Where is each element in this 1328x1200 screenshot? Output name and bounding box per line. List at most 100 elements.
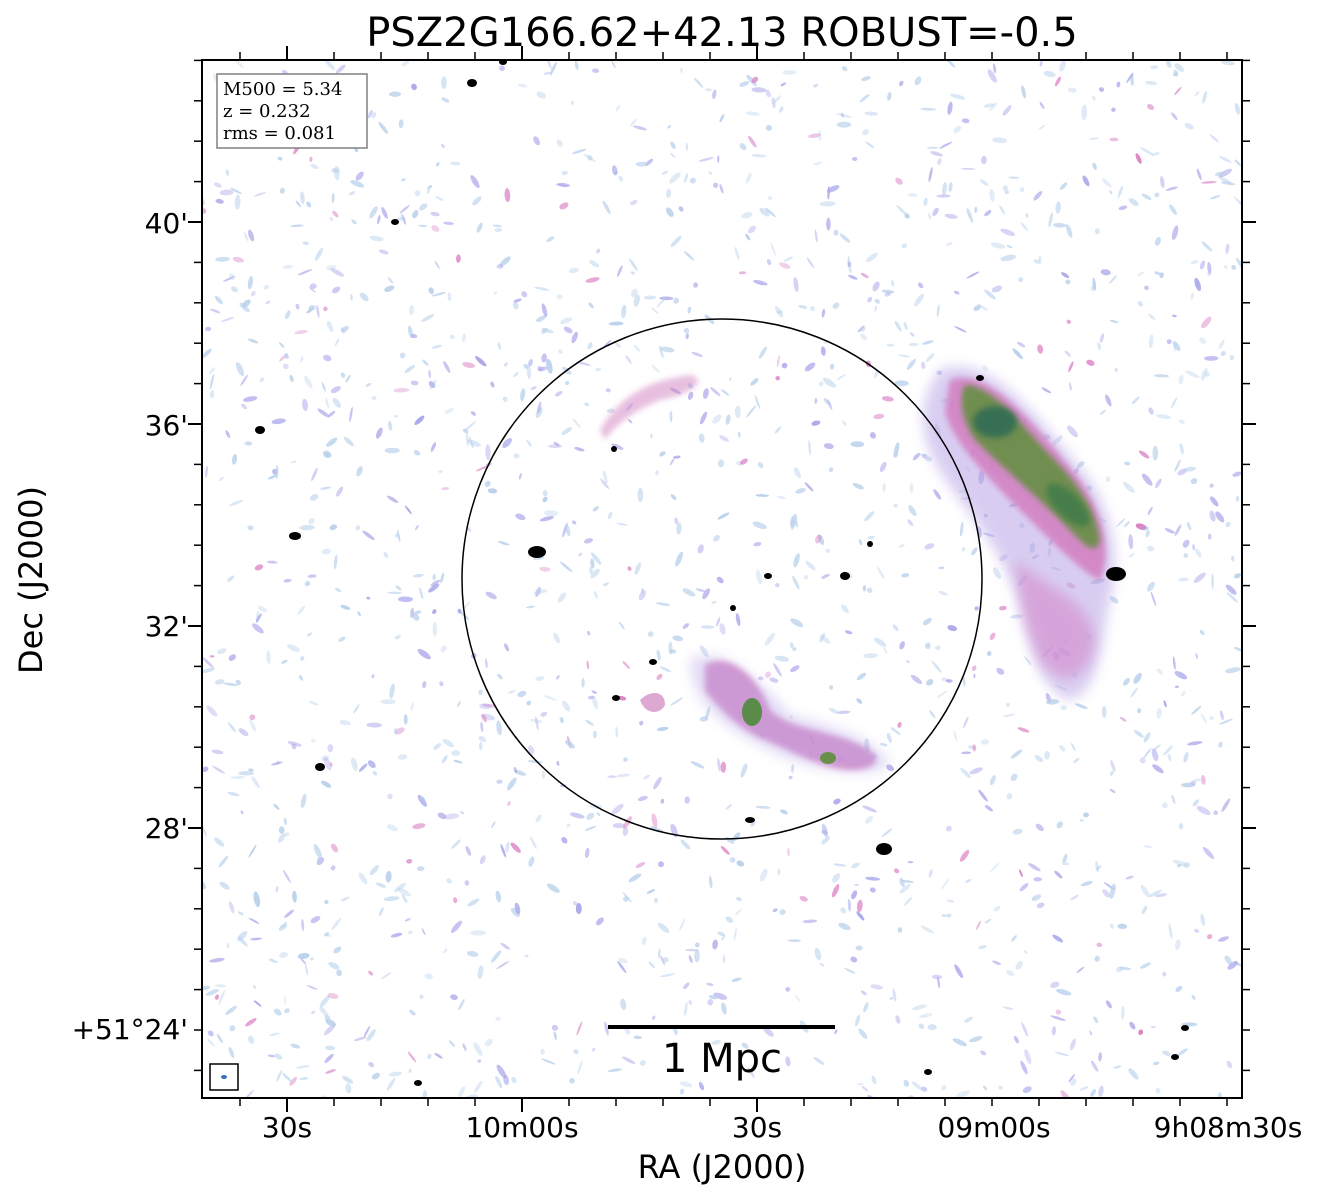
noise-speckle bbox=[720, 761, 727, 773]
noise-speckle bbox=[1154, 271, 1161, 275]
noise-speckle bbox=[1156, 668, 1163, 675]
noise-speckle bbox=[739, 458, 748, 465]
noise-speckle bbox=[841, 66, 848, 72]
noise-speckle bbox=[883, 646, 888, 655]
noise-speckle bbox=[1155, 414, 1172, 419]
noise-speckle bbox=[209, 655, 215, 658]
noise-speckle bbox=[1154, 192, 1160, 198]
noise-speckle bbox=[679, 1088, 685, 1095]
noise-speckle bbox=[350, 180, 365, 188]
noise-speckle bbox=[1119, 716, 1127, 722]
noise-speckle bbox=[1109, 319, 1119, 324]
noise-speckle bbox=[336, 969, 342, 977]
noise-speckle bbox=[850, 441, 865, 448]
noise-speckle bbox=[808, 440, 812, 456]
noise-speckle bbox=[1215, 511, 1225, 523]
noise-speckle bbox=[383, 552, 389, 558]
noise-speckle bbox=[228, 273, 235, 281]
noise-speckle bbox=[719, 435, 730, 442]
noise-speckle bbox=[453, 897, 458, 904]
noise-speckle bbox=[411, 83, 417, 91]
noise-speckle bbox=[834, 1029, 838, 1035]
noise-speckle bbox=[882, 483, 886, 493]
noise-speckle bbox=[1122, 481, 1135, 493]
noise-speckle bbox=[340, 325, 349, 333]
noise-speckle bbox=[378, 249, 389, 255]
noise-speckle bbox=[699, 716, 709, 722]
noise-speckle bbox=[1178, 419, 1185, 424]
noise-speckle bbox=[596, 248, 601, 254]
noise-speckle bbox=[712, 939, 718, 950]
noise-speckle bbox=[1192, 778, 1201, 782]
noise-speckle bbox=[214, 679, 225, 685]
noise-speckle bbox=[419, 587, 424, 600]
noise-speckle bbox=[973, 305, 981, 311]
noise-speckle bbox=[1055, 201, 1061, 214]
noise-speckle bbox=[670, 141, 676, 149]
noise-speckle bbox=[504, 188, 511, 203]
noise-speckle bbox=[485, 444, 491, 460]
noise-speckle bbox=[309, 493, 319, 501]
noise-speckle bbox=[540, 711, 548, 717]
noise-speckle bbox=[1010, 749, 1023, 759]
noise-speckle bbox=[772, 908, 778, 913]
noise-speckle bbox=[858, 1028, 868, 1040]
noise-speckle bbox=[900, 879, 914, 884]
noise-speckle bbox=[362, 530, 375, 541]
noise-speckle bbox=[708, 875, 713, 889]
noise-speckle bbox=[886, 343, 895, 347]
noise-speckle bbox=[273, 1008, 282, 1016]
noise-speckle bbox=[1234, 647, 1242, 652]
noise-speckle bbox=[1121, 1005, 1125, 1020]
noise-speckle bbox=[731, 977, 742, 982]
noise-speckle bbox=[1046, 699, 1059, 705]
y-tick-label: 40' bbox=[145, 207, 188, 240]
noise-speckle bbox=[366, 596, 371, 600]
noise-speckle bbox=[326, 437, 338, 447]
noise-speckle bbox=[470, 930, 487, 936]
noise-speckle bbox=[430, 579, 441, 587]
noise-speckle bbox=[1140, 147, 1154, 156]
noise-speckle bbox=[1140, 884, 1150, 898]
noise-speckle bbox=[602, 582, 610, 587]
noise-speckle bbox=[1018, 869, 1023, 878]
noise-speckle bbox=[1094, 955, 1100, 962]
scale-bar: 1 Mpc bbox=[608, 1025, 835, 1082]
noise-speckle bbox=[338, 636, 346, 642]
noise-speckle bbox=[1035, 823, 1044, 832]
noise-speckle bbox=[978, 944, 987, 950]
noise-speckle bbox=[1234, 103, 1240, 115]
noise-speckle bbox=[439, 681, 444, 687]
noise-speckle bbox=[418, 203, 428, 211]
noise-speckle bbox=[230, 775, 246, 780]
noise-speckle bbox=[227, 722, 237, 733]
noise-speckle bbox=[1225, 243, 1230, 254]
noise-speckle bbox=[408, 305, 415, 316]
noise-speckle bbox=[330, 865, 336, 871]
noise-speckle bbox=[856, 672, 867, 681]
noise-speckle bbox=[462, 1043, 467, 1051]
noise-speckle bbox=[1000, 254, 1016, 262]
noise-speckle bbox=[823, 341, 828, 345]
noise-speckle bbox=[627, 418, 633, 424]
noise-speckle bbox=[635, 161, 649, 167]
noise-speckle bbox=[684, 796, 690, 804]
noise-speckle bbox=[953, 290, 960, 295]
noise-speckle bbox=[869, 432, 877, 439]
noise-speckle bbox=[893, 442, 900, 457]
noise-speckle bbox=[378, 121, 389, 134]
noise-speckle bbox=[1068, 361, 1074, 373]
noise-speckle bbox=[813, 161, 823, 166]
noise-speckle bbox=[1006, 970, 1015, 976]
noise-speckle bbox=[1004, 190, 1010, 194]
noise-speckle bbox=[351, 757, 358, 772]
noise-speckle bbox=[386, 495, 399, 503]
noise-speckle bbox=[1207, 934, 1213, 940]
noise-speckle bbox=[865, 876, 881, 881]
noise-speckle bbox=[1114, 367, 1118, 372]
noise-speckle bbox=[1207, 533, 1212, 540]
x-tick-label: 30s bbox=[732, 1111, 782, 1144]
noise-speckle bbox=[922, 340, 934, 345]
noise-speckle bbox=[621, 304, 627, 319]
noise-speckle bbox=[992, 567, 1002, 580]
